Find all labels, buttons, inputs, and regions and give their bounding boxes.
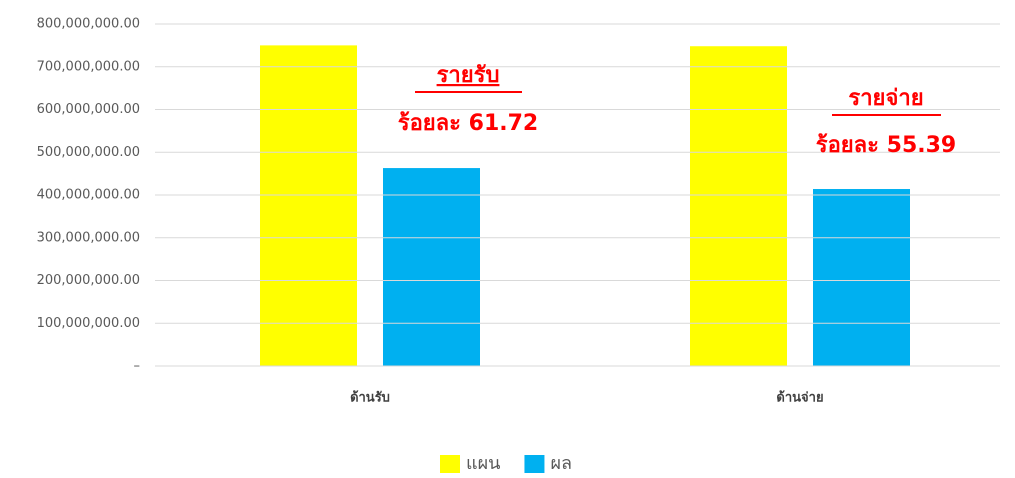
y-tick-label: 700,000,000.00 [37,59,140,74]
y-tick-label: 200,000,000.00 [37,273,140,288]
y-tick-label: – [134,359,141,374]
annotation: ร้อยละ 55.39 [816,133,956,158]
legend-label: แผน [466,453,500,474]
legend-swatch [524,455,545,473]
annotation: รายรับ [437,63,500,88]
y-tick-label: 500,000,000.00 [37,145,140,160]
y-tick-label: 400,000,000.00 [37,188,140,203]
bar [383,168,480,366]
x-tick-label: ด้านรับ [350,390,390,406]
x-tick-label: ด้านจ่าย [776,390,823,406]
annotation: รายจ่าย [848,86,923,111]
y-tick-label: 800,000,000.00 [37,17,140,32]
y-tick-label: 100,000,000.00 [37,316,140,331]
y-tick-label: 600,000,000.00 [37,102,140,117]
bar [690,46,787,366]
bar [260,45,357,366]
bar [813,189,910,366]
annotation: ร้อยละ 61.72 [398,111,538,136]
y-tick-label: 300,000,000.00 [37,230,140,245]
legend-swatch [440,455,460,473]
legend-label: ผล [550,453,572,474]
